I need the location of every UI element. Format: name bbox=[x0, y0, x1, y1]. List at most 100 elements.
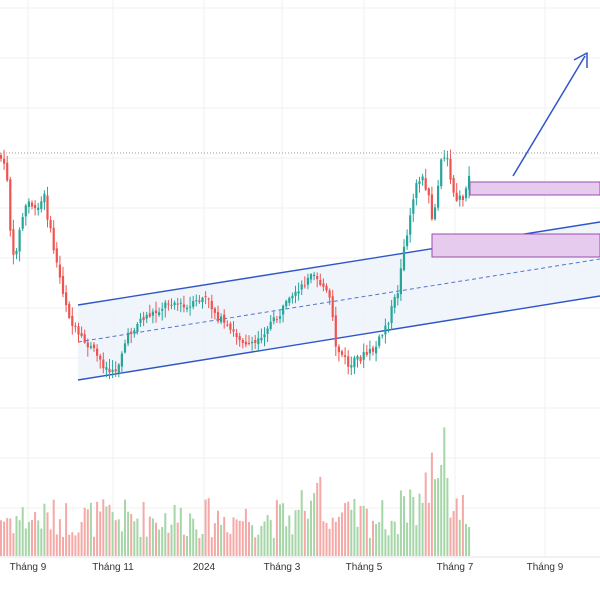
volume-bar-down bbox=[9, 518, 12, 556]
volume-bar-down bbox=[223, 516, 226, 556]
volume-bar-up bbox=[40, 528, 43, 556]
volume-bar-down bbox=[337, 516, 340, 556]
x-tick-label: Tháng 9 bbox=[527, 562, 564, 573]
volume-bar-down bbox=[198, 538, 201, 556]
volume-bar-down bbox=[365, 508, 368, 556]
candle-up bbox=[220, 316, 223, 323]
volume-bar-up bbox=[186, 536, 188, 556]
candle-up bbox=[309, 274, 313, 280]
volume-bar-down bbox=[71, 532, 74, 556]
volume-bar-down bbox=[455, 498, 458, 556]
candle-up bbox=[266, 328, 269, 334]
volume-bar-up bbox=[300, 490, 303, 556]
candle-up bbox=[139, 318, 142, 323]
candle-down bbox=[213, 308, 216, 313]
volume-bar-down bbox=[142, 502, 145, 556]
volume-bar-down bbox=[12, 533, 15, 556]
volume-bar-up bbox=[27, 521, 30, 556]
volume-bar-up bbox=[310, 500, 312, 556]
candle-down bbox=[344, 355, 347, 357]
volume-bar-up bbox=[458, 519, 461, 556]
x-tick-label: Tháng 3 bbox=[264, 562, 301, 573]
candle-down bbox=[30, 202, 34, 207]
candle-down bbox=[86, 342, 89, 348]
candle-down bbox=[449, 158, 452, 180]
candle-down bbox=[334, 315, 337, 347]
candle-up bbox=[37, 207, 40, 210]
x-tick-label: Tháng 7 bbox=[437, 562, 474, 573]
volume-bar-up bbox=[269, 520, 272, 556]
candle-down bbox=[254, 340, 257, 343]
volume-bar-down bbox=[46, 512, 49, 556]
volume-bar-down bbox=[99, 511, 102, 556]
volume-bar-down bbox=[213, 523, 216, 556]
candle-up bbox=[297, 291, 300, 294]
candle-down bbox=[207, 298, 210, 300]
volume-bar-down bbox=[238, 520, 241, 556]
volume-bar-up bbox=[179, 507, 182, 556]
volume-bar-up bbox=[446, 478, 449, 556]
volume-bar-up bbox=[350, 509, 353, 556]
volume-bar-down bbox=[62, 537, 64, 556]
candle-down bbox=[96, 348, 99, 356]
volume-bar-down bbox=[229, 533, 232, 556]
volume-bar-down bbox=[93, 536, 95, 556]
candle-up bbox=[458, 195, 461, 200]
candle-up bbox=[117, 364, 120, 373]
volume-bar-down bbox=[226, 532, 229, 556]
volume-bar-down bbox=[96, 501, 99, 556]
candle-down bbox=[99, 355, 102, 360]
volume-bar-up bbox=[260, 525, 263, 556]
volume-bar-up bbox=[266, 515, 269, 556]
candle-up bbox=[173, 302, 176, 306]
candle-down bbox=[0, 155, 3, 159]
candle-down bbox=[154, 310, 158, 314]
channel-lower-line bbox=[77, 295, 600, 381]
candle-down bbox=[424, 178, 427, 190]
volume-bar-down bbox=[341, 512, 343, 556]
candle-up bbox=[437, 185, 440, 208]
volume-bar-up bbox=[396, 534, 399, 556]
volume-bar-up bbox=[18, 520, 21, 556]
volume-bar-up bbox=[111, 511, 114, 556]
candle-down bbox=[216, 312, 220, 322]
volume-bar-up bbox=[362, 505, 365, 556]
volume-bar-up bbox=[465, 524, 467, 556]
x-axis: Tháng 9 Tháng 11 2024 Tháng 3 Tháng 5 Tháng 7… bbox=[0, 556, 600, 573]
candle-up bbox=[285, 300, 288, 307]
volume-bar-up bbox=[288, 515, 291, 556]
candle-up bbox=[375, 346, 378, 354]
volume-bar-down bbox=[241, 521, 244, 556]
volume-bar-up bbox=[139, 536, 142, 556]
candle-down bbox=[148, 313, 151, 317]
x-tick-label: Tháng 11 bbox=[92, 562, 134, 573]
candle-down bbox=[365, 351, 368, 355]
candle-up bbox=[393, 297, 396, 308]
candle-down bbox=[12, 229, 15, 255]
volume-bar-down bbox=[34, 512, 37, 556]
volume-bar-down bbox=[248, 522, 250, 556]
volume-bar-down bbox=[58, 519, 61, 556]
candle-up bbox=[257, 338, 260, 345]
volume-bar-up bbox=[151, 518, 154, 556]
volume-bar-up bbox=[164, 513, 167, 556]
candle-up bbox=[89, 346, 92, 348]
volume-bar-up bbox=[124, 499, 126, 556]
candle-down bbox=[142, 317, 145, 321]
candle-up bbox=[384, 325, 387, 335]
candle-up bbox=[136, 323, 139, 332]
volume-bar-down bbox=[430, 452, 433, 556]
candle-up bbox=[282, 305, 285, 315]
candle-down bbox=[316, 276, 319, 280]
volume-bar-up bbox=[136, 518, 139, 556]
candle-up bbox=[24, 205, 27, 217]
candle-up bbox=[399, 268, 402, 295]
candle-up bbox=[21, 217, 24, 229]
candle-down bbox=[68, 303, 71, 318]
volume-bar-down bbox=[449, 517, 452, 556]
volume-bar-up bbox=[21, 507, 24, 556]
volume-bar-down bbox=[176, 522, 179, 556]
candle-down bbox=[46, 195, 49, 220]
